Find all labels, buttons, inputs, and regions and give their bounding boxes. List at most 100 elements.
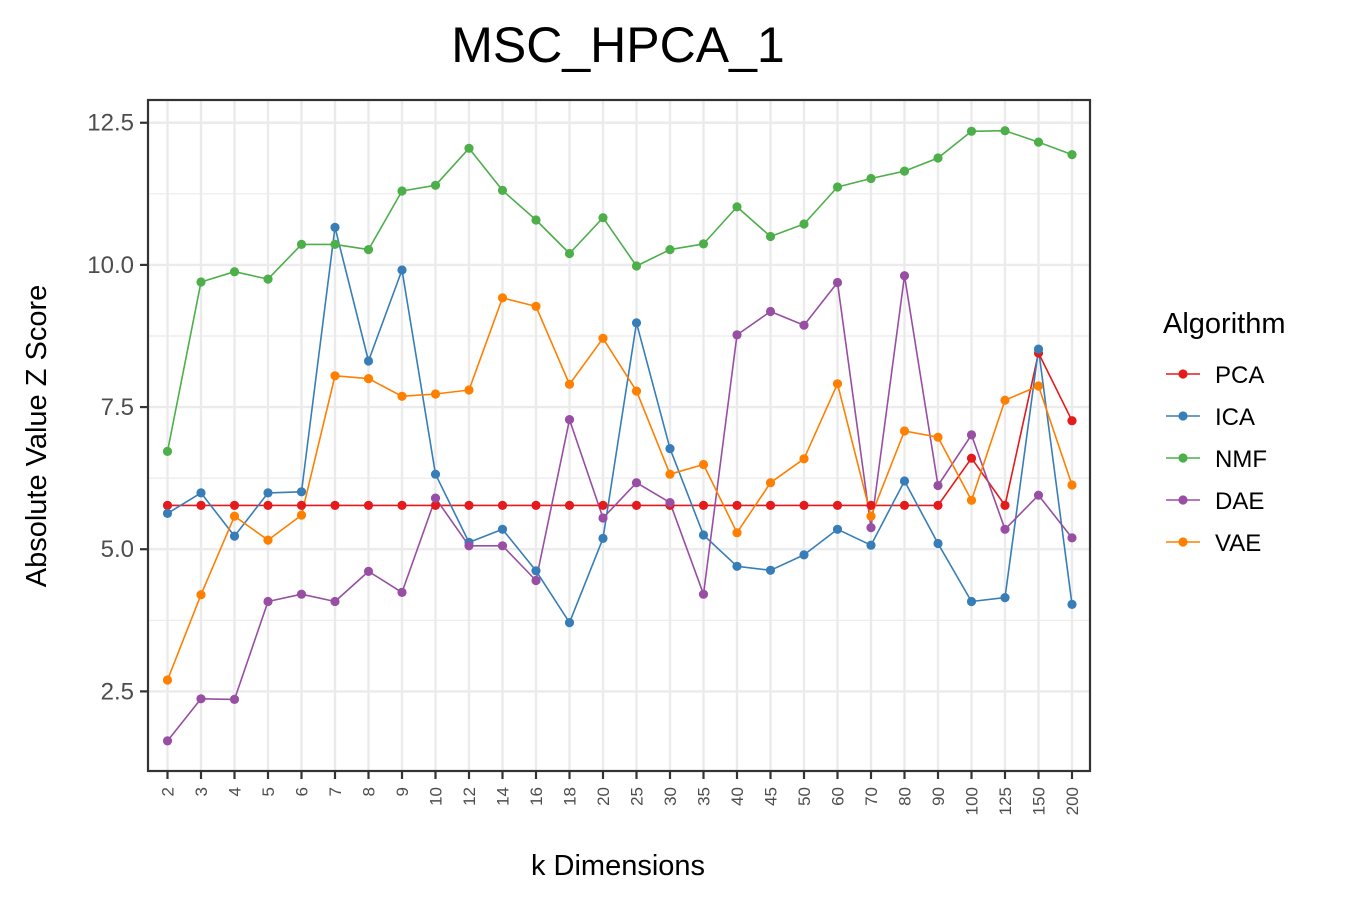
data-point-vae <box>598 333 608 343</box>
data-point-vae <box>296 510 307 520</box>
series-line-nmf <box>166 129 1073 452</box>
x-tick-label: 125 <box>996 787 1015 815</box>
data-point-nmf <box>497 185 508 195</box>
legend-key-point <box>1178 495 1188 505</box>
legend-label: ICA <box>1215 404 1255 431</box>
data-point-pca <box>162 500 173 510</box>
data-point-dae <box>832 277 843 288</box>
data-point-nmf <box>832 182 843 192</box>
x-tick-label: 10 <box>427 787 446 806</box>
data-point-vae <box>564 379 575 389</box>
data-point-dae <box>263 596 273 607</box>
y-tick-label: 10.0 <box>87 252 134 279</box>
data-point-dae <box>531 575 541 586</box>
data-point-ica <box>162 508 173 518</box>
data-point-pca <box>631 500 642 510</box>
data-point-nmf <box>966 126 977 136</box>
x-tick-label: 60 <box>829 787 848 806</box>
x-tick-label: 25 <box>628 787 647 806</box>
data-point-dae <box>397 587 407 598</box>
data-point-pca <box>363 500 374 510</box>
data-point-pca <box>497 500 508 510</box>
series-line-ica <box>167 226 1073 624</box>
x-tick-label: 18 <box>561 787 580 806</box>
data-point-ica <box>866 540 876 550</box>
x-tick-label: 9 <box>393 787 412 796</box>
data-point-nmf <box>1000 126 1010 136</box>
data-point-ica <box>966 596 977 607</box>
data-point-ica <box>296 487 307 497</box>
data-point-nmf <box>866 173 876 184</box>
data-point-ica <box>899 476 910 486</box>
data-point-nmf <box>598 213 608 223</box>
data-point-pca <box>698 500 709 510</box>
data-point-vae <box>162 675 173 685</box>
x-tick-label: 5 <box>259 787 278 796</box>
data-point-dae <box>598 513 608 523</box>
y-axis-title: Absolute Value Z Score <box>21 285 53 588</box>
data-point-ica <box>430 469 441 479</box>
data-point-pca <box>933 500 943 510</box>
y-tick-label: 7.5 <box>101 394 134 421</box>
data-point-nmf <box>933 153 943 163</box>
data-point-ica <box>732 561 742 571</box>
data-point-pca <box>832 500 843 510</box>
data-point-dae <box>966 430 977 440</box>
data-point-nmf <box>732 202 742 212</box>
data-point-vae <box>765 478 776 488</box>
data-point-nmf <box>296 239 307 249</box>
data-point-nmf <box>162 446 173 456</box>
x-tick-label: 30 <box>661 787 680 806</box>
legend-item-dae: DAE <box>1166 488 1264 515</box>
data-point-vae <box>698 459 709 470</box>
data-point-nmf <box>363 245 374 255</box>
data-point-vae <box>631 386 642 396</box>
legend-label: VAE <box>1215 530 1261 557</box>
x-tick-label: 50 <box>795 787 814 806</box>
data-point-ica <box>832 524 843 534</box>
data-point-vae <box>732 528 742 538</box>
data-point-pca <box>196 500 206 510</box>
data-point-vae <box>531 301 541 311</box>
data-point-dae <box>229 694 240 705</box>
data-point-dae <box>1000 524 1010 534</box>
data-point-dae <box>464 541 474 551</box>
x-tick-label: 150 <box>1030 787 1049 815</box>
data-point-nmf <box>799 219 809 229</box>
x-tick-label: 40 <box>728 787 747 806</box>
plot-panel <box>146 98 1092 773</box>
data-point-dae <box>866 523 876 533</box>
series-line-dae <box>166 274 1073 742</box>
x-tick-label: 20 <box>594 787 613 806</box>
data-point-pca <box>966 453 977 463</box>
legend-item-vae: VAE <box>1166 530 1261 557</box>
data-point-ica <box>564 618 575 628</box>
x-tick-label: 80 <box>896 787 915 806</box>
data-point-dae <box>564 415 575 425</box>
data-point-nmf <box>765 231 776 242</box>
data-point-nmf <box>698 239 709 249</box>
data-point-pca <box>765 500 776 510</box>
x-tick-label: 35 <box>695 787 714 806</box>
x-tick-label: 45 <box>762 787 781 806</box>
legend-label: DAE <box>1215 488 1264 515</box>
x-tick-label: 7 <box>326 787 345 796</box>
x-tick-label: 2 <box>159 787 178 796</box>
data-point-pca <box>1067 416 1077 426</box>
legend-key-point <box>1178 411 1188 421</box>
y-tick-label: 2.5 <box>101 678 134 705</box>
data-point-nmf <box>464 143 474 153</box>
data-point-ica <box>933 538 943 549</box>
x-tick-label: 70 <box>862 787 881 806</box>
data-point-dae <box>196 694 206 704</box>
data-point-dae <box>665 498 675 508</box>
data-point-pca <box>732 500 742 510</box>
data-point-vae <box>464 385 474 395</box>
y-axis: 2.5 5.0 7.5 10.0 12.5 <box>87 110 148 705</box>
legend-item-ica: ICA <box>1166 404 1255 431</box>
data-point-vae <box>397 391 407 401</box>
data-point-vae <box>1000 395 1010 405</box>
x-axis: 2 3 4 5 6 7 8 9 10 12 14 16 18 20 25 30 35 40 45 50 60 70 80 90… <box>159 771 1082 815</box>
data-point-ica <box>363 356 374 366</box>
